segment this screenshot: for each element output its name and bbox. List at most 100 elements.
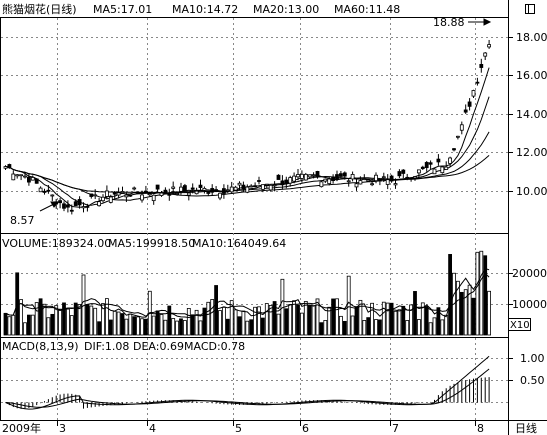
volume-bar <box>358 299 363 336</box>
volume-bar <box>69 315 74 336</box>
square-icon[interactable] <box>525 4 535 14</box>
volume-bar <box>393 310 398 336</box>
candle-body <box>444 166 449 170</box>
candle-body <box>405 176 410 179</box>
candle-body <box>3 166 8 169</box>
candle-body <box>397 171 402 177</box>
candle-body <box>424 162 429 169</box>
candle-body <box>112 191 117 195</box>
volume-bar <box>416 319 421 336</box>
candle-body <box>202 188 207 191</box>
volume-bar <box>11 314 16 336</box>
candle-body <box>350 174 355 180</box>
volume-bar <box>19 299 24 336</box>
volume-bar <box>253 306 258 336</box>
volume-bar <box>296 304 300 336</box>
candle-body <box>299 173 304 179</box>
candle-body <box>264 183 269 186</box>
candle-body <box>46 189 51 192</box>
candle-body <box>463 109 468 113</box>
volume-bar <box>151 315 156 336</box>
volume-bar <box>366 317 371 336</box>
volume-bar <box>424 306 429 336</box>
candle-body <box>370 183 375 186</box>
volume-bar <box>467 284 472 336</box>
volume-bar <box>385 302 390 336</box>
candle-body <box>331 176 336 181</box>
volume-bar <box>179 318 183 336</box>
candle-body <box>358 180 363 185</box>
volume-bar <box>405 320 410 336</box>
candle-body <box>225 189 230 192</box>
main-header: 熊猫烟花(日线) MA5:17.01 MA10:14.72 MA20:13.00… <box>2 2 400 16</box>
price-axis-ticks <box>508 37 513 381</box>
candle-body <box>381 176 386 179</box>
candle-body <box>471 90 476 97</box>
volume-bar <box>401 305 406 336</box>
volume-bar <box>475 251 480 336</box>
candle-body <box>292 175 297 182</box>
volume-bar <box>327 306 332 336</box>
volume-bar <box>85 304 90 336</box>
volume-bar <box>50 313 55 336</box>
candle-body <box>108 196 113 203</box>
candle-body <box>280 180 285 186</box>
volume-bar <box>206 301 211 336</box>
volume-bar <box>463 289 468 336</box>
volume-bar <box>136 316 141 336</box>
volume-bar <box>120 313 125 336</box>
volume-bar <box>315 298 320 336</box>
macd-title: MACD(8,13,9) <box>2 340 79 353</box>
volume-bar <box>163 319 168 336</box>
volume-bar <box>77 304 82 336</box>
candle-body <box>190 187 195 190</box>
candle-body <box>440 166 445 174</box>
period-button[interactable]: 日线 <box>515 421 537 435</box>
candle-body <box>323 178 328 182</box>
candle-body <box>393 183 398 186</box>
candle-body <box>167 193 172 196</box>
volume-bar <box>459 291 464 336</box>
macd-axis-labels: 1.00 0.50 <box>520 352 545 387</box>
candle-body <box>77 199 82 206</box>
candle-body <box>210 188 215 193</box>
volume-bar <box>93 307 98 336</box>
candle-body <box>128 194 133 197</box>
candle-body <box>342 172 347 177</box>
candle-body <box>26 176 31 183</box>
volume-ma-lines <box>5 267 490 319</box>
candle-body <box>389 175 394 182</box>
candle-body <box>319 181 324 188</box>
candle-body <box>416 169 421 174</box>
candle-body <box>171 186 176 189</box>
candle-body <box>58 200 62 204</box>
volume-bar <box>420 302 425 336</box>
ma10-label: MA10:14.72 <box>172 3 238 16</box>
volume-bar <box>260 317 265 336</box>
volume-bar <box>428 322 433 336</box>
candle-body <box>11 173 16 181</box>
stock-title: 熊猫烟花(日线) <box>2 2 77 16</box>
candle-body <box>483 52 488 57</box>
volume-bar <box>3 312 8 336</box>
volume-bar <box>409 304 414 336</box>
candle-body <box>30 177 35 181</box>
macd-histogram <box>8 377 490 409</box>
volume-bar <box>233 309 238 336</box>
volume-bar <box>202 307 207 336</box>
volume-bar <box>323 320 328 336</box>
volume-bar <box>346 275 351 336</box>
volume-bar <box>335 298 339 336</box>
candle-body <box>241 184 246 190</box>
candle-body <box>467 101 472 107</box>
volume-bar <box>89 305 94 336</box>
ma5-label: MA5:17.01 <box>93 3 152 16</box>
volume-bar <box>218 310 222 336</box>
candle-body <box>311 174 316 177</box>
volume-bar <box>155 310 160 336</box>
volume-bar <box>483 255 488 336</box>
candle-body <box>159 192 164 196</box>
candle-body <box>432 168 437 175</box>
